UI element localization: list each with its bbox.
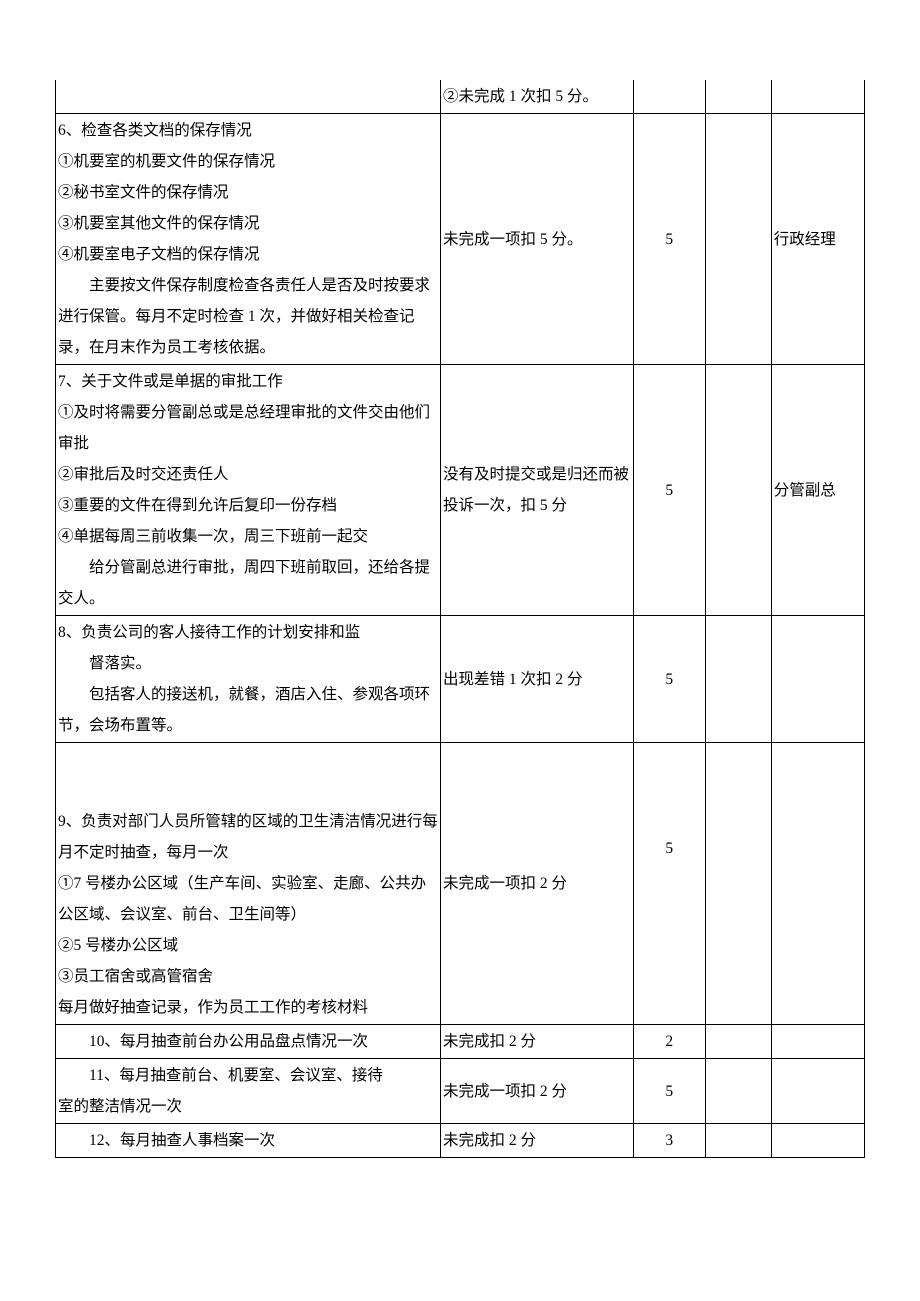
desc-line: ①机要室的机要文件的保存情况: [58, 146, 438, 177]
responsible-cell: [771, 1124, 864, 1158]
desc-line: ②秘书室文件的保存情况: [58, 177, 438, 208]
responsible-cell: [771, 1059, 864, 1124]
blank-cell: [705, 1025, 771, 1059]
blank-cell: [705, 743, 771, 1025]
score-cell: 5: [634, 365, 706, 616]
standard-cell: 未完成一项扣 2 分: [440, 743, 633, 1025]
blank-cell: [705, 616, 771, 743]
blank-cell: [705, 114, 771, 365]
desc-line: ①及时将需要分管副总或是总经理审批的文件交由他们审批: [58, 397, 438, 459]
blank-cell: [705, 1124, 771, 1158]
desc-line: 包括客人的接送机，就餐，酒店入住、参观各项环节，会场布置等。: [58, 679, 438, 741]
desc-line: 主要按文件保存制度检查各责任人是否及时按要求进行保管。每月不定时检查 1 次，并…: [58, 270, 438, 363]
desc-cell: 7、关于文件或是单据的审批工作①及时将需要分管副总或是总经理审批的文件交由他们审…: [56, 365, 441, 616]
desc-line: 督落实。: [58, 648, 438, 679]
score-cell: 5: [634, 616, 706, 743]
responsible-cell: [771, 80, 864, 114]
desc-cell: [56, 80, 441, 114]
desc-line: ②审批后及时交还责任人: [58, 459, 438, 490]
score-cell: 5: [634, 114, 706, 365]
table-row: 10、每月抽查前台办公用品盘点情况一次未完成扣 2 分2: [56, 1025, 865, 1059]
desc-line: 11、每月抽查前台、机要室、会议室、接待: [58, 1060, 438, 1091]
assessment-table: ②未完成 1 次扣 5 分。6、检查各类文档的保存情况①机要室的机要文件的保存情…: [55, 80, 865, 1158]
desc-line: 7、关于文件或是单据的审批工作: [58, 366, 438, 397]
standard-cell: ②未完成 1 次扣 5 分。: [440, 80, 633, 114]
blank-cell: [705, 365, 771, 616]
desc-cell: 11、每月抽查前台、机要室、会议室、接待室的整洁情况一次: [56, 1059, 441, 1124]
desc-line: [58, 775, 438, 806]
desc-line: [58, 744, 438, 775]
standard-cell: 未完成扣 2 分: [440, 1025, 633, 1059]
desc-line: 每月做好抽查记录，作为员工工作的考核材料: [58, 992, 438, 1023]
desc-line: 室的整洁情况一次: [58, 1091, 438, 1122]
desc-line: 9、负责对部门人员所管辖的区域的卫生清洁情况进行每月不定时抽查，每月一次: [58, 806, 438, 868]
desc-line: 12、每月抽查人事档案一次: [58, 1125, 438, 1156]
blank-cell: [705, 1059, 771, 1124]
desc-cell: 12、每月抽查人事档案一次: [56, 1124, 441, 1158]
responsible-cell: 分管副总: [771, 365, 864, 616]
desc-line: ③员工宿舍或高管宿舍: [58, 961, 438, 992]
desc-line: ③重要的文件在得到允许后复印一份存档: [58, 490, 438, 521]
table-row: ②未完成 1 次扣 5 分。: [56, 80, 865, 114]
standard-cell: 未完成扣 2 分: [440, 1124, 633, 1158]
score-cell: 5: [634, 743, 706, 1025]
desc-line: ③机要室其他文件的保存情况: [58, 208, 438, 239]
responsible-cell: [771, 616, 864, 743]
desc-line: ②5 号楼办公区域: [58, 930, 438, 961]
responsible-cell: [771, 743, 864, 1025]
table-row: 12、每月抽查人事档案一次未完成扣 2 分3: [56, 1124, 865, 1158]
score-cell: 5: [634, 1059, 706, 1124]
table-row: 11、每月抽查前台、机要室、会议室、接待室的整洁情况一次未完成一项扣 2 分5: [56, 1059, 865, 1124]
table-row: 7、关于文件或是单据的审批工作①及时将需要分管副总或是总经理审批的文件交由他们审…: [56, 365, 865, 616]
table-row: 9、负责对部门人员所管辖的区域的卫生清洁情况进行每月不定时抽查，每月一次①7 号…: [56, 743, 865, 1025]
standard-cell: 未完成一项扣 2 分: [440, 1059, 633, 1124]
desc-line: 给分管副总进行审批，周四下班前取回，还给各提交人。: [58, 552, 438, 614]
desc-line: ①7 号楼办公区域（生产车间、实验室、走廊、公共办公区域、会议室、前台、卫生间等…: [58, 868, 438, 930]
desc-line: ④机要室电子文档的保存情况: [58, 239, 438, 270]
desc-cell: 6、检查各类文档的保存情况①机要室的机要文件的保存情况②秘书室文件的保存情况③机…: [56, 114, 441, 365]
blank-cell: [705, 80, 771, 114]
responsible-cell: 行政经理: [771, 114, 864, 365]
desc-cell: 10、每月抽查前台办公用品盘点情况一次: [56, 1025, 441, 1059]
table-row: 6、检查各类文档的保存情况①机要室的机要文件的保存情况②秘书室文件的保存情况③机…: [56, 114, 865, 365]
table-row: 8、负责公司的客人接待工作的计划安排和监督落实。包括客人的接送机，就餐，酒店入住…: [56, 616, 865, 743]
standard-cell: 出现差错 1 次扣 2 分: [440, 616, 633, 743]
standard-cell: 未完成一项扣 5 分。: [440, 114, 633, 365]
desc-cell: 8、负责公司的客人接待工作的计划安排和监督落实。包括客人的接送机，就餐，酒店入住…: [56, 616, 441, 743]
score-cell: 3: [634, 1124, 706, 1158]
responsible-cell: [771, 1025, 864, 1059]
score-cell: [634, 80, 706, 114]
desc-line: ④单据每周三前收集一次，周三下班前一起交: [58, 521, 438, 552]
desc-cell: 9、负责对部门人员所管辖的区域的卫生清洁情况进行每月不定时抽查，每月一次①7 号…: [56, 743, 441, 1025]
desc-line: 6、检查各类文档的保存情况: [58, 115, 438, 146]
desc-line: 10、每月抽查前台办公用品盘点情况一次: [58, 1026, 438, 1057]
score-cell: 2: [634, 1025, 706, 1059]
standard-cell: 没有及时提交或是归还而被投诉一次，扣 5 分: [440, 365, 633, 616]
desc-line: 8、负责公司的客人接待工作的计划安排和监: [58, 617, 438, 648]
